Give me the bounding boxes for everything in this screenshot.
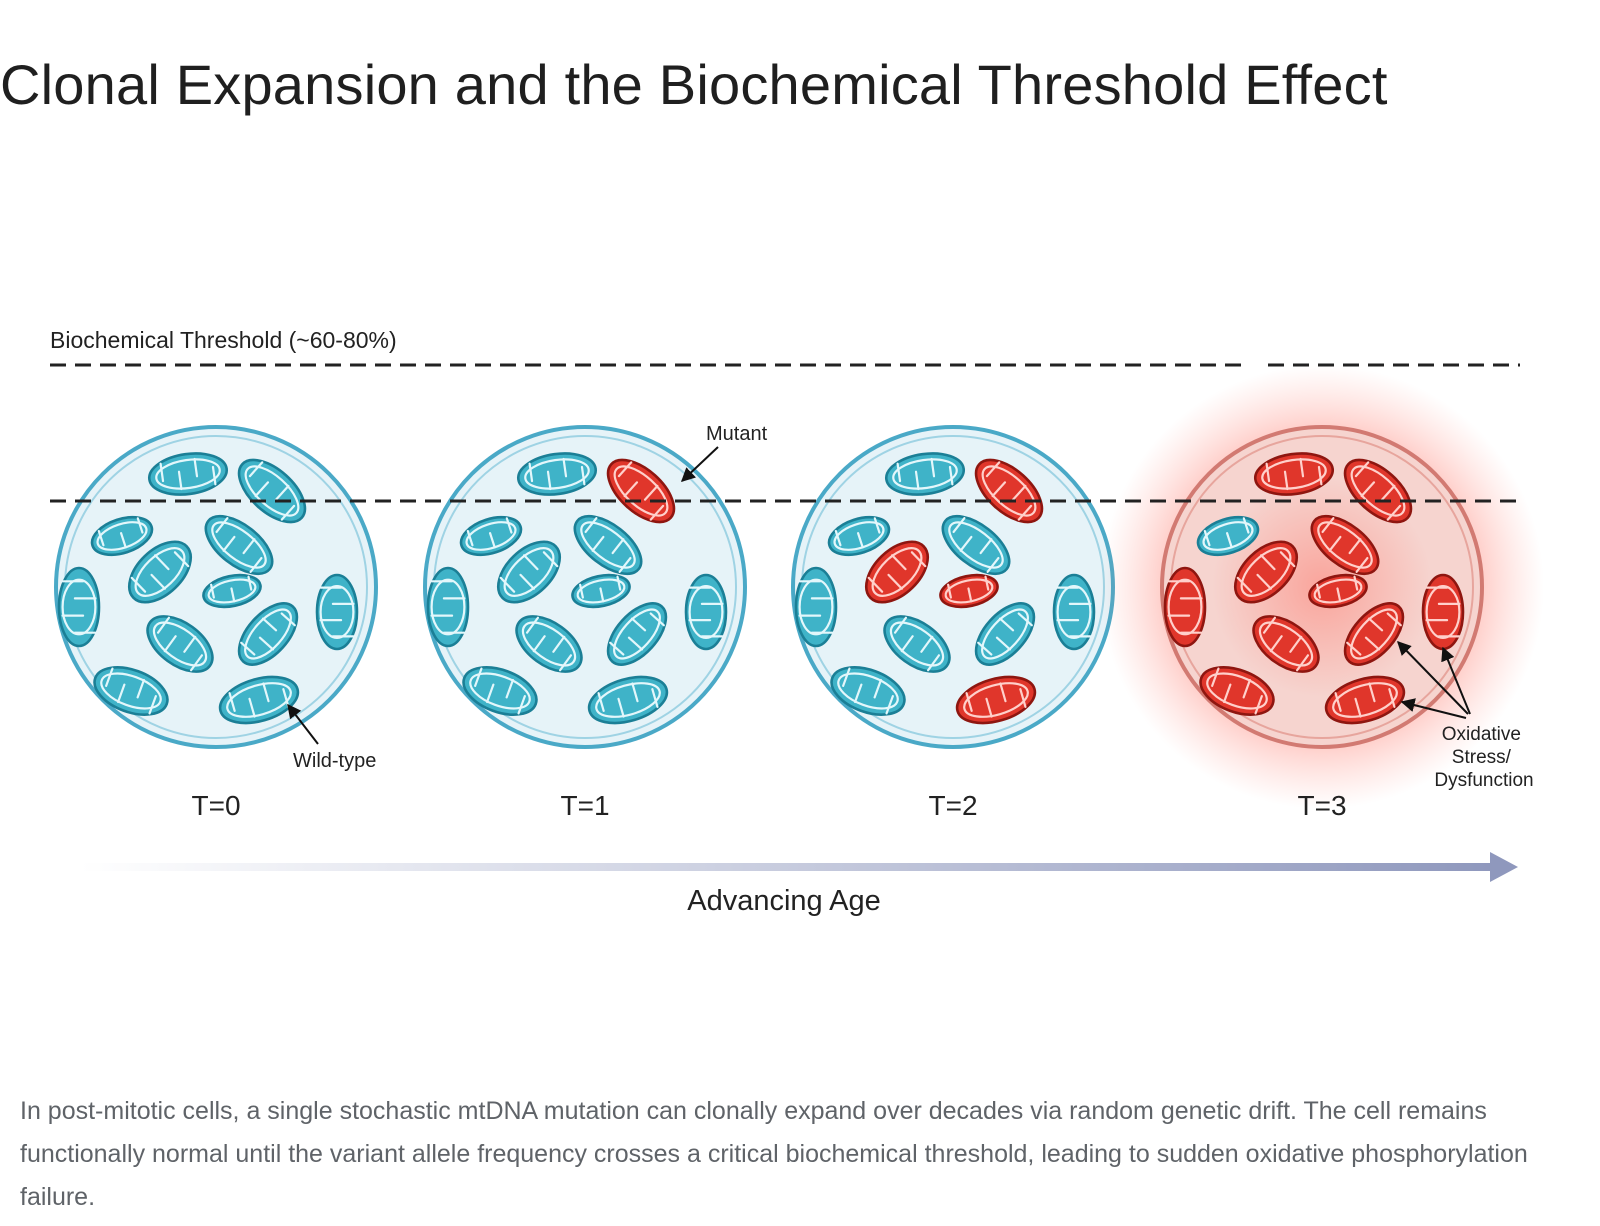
wild-type-mitochondrion bbox=[57, 566, 101, 648]
mutant-annotation: Mutant bbox=[680, 423, 768, 482]
mutant-mitochondrion bbox=[1252, 615, 1320, 673]
mutant-mitochondrion bbox=[1343, 602, 1405, 666]
wild-type-mitochondrion bbox=[884, 452, 966, 496]
wild-type-pointer-arrow bbox=[287, 703, 319, 745]
stage-label-0: T=0 bbox=[191, 790, 240, 821]
mutant-label: Mutant bbox=[706, 423, 768, 445]
wild-type-mitochondrion bbox=[315, 573, 359, 651]
diagram-canvas: Biochemical Threshold (~60-80%) T=0 T=1 T=… bbox=[50, 327, 1544, 917]
cell-stage-3: T=3 bbox=[1100, 365, 1544, 821]
mutant-mitochondrion bbox=[1253, 452, 1335, 496]
wild-type-mitochondrion bbox=[941, 514, 1011, 576]
wild-type-mitochondrion bbox=[587, 675, 669, 725]
wild-type-mitochondrion bbox=[426, 566, 470, 648]
mutant-mitochondrion bbox=[1234, 540, 1298, 604]
wild-type-mitochondrion bbox=[883, 615, 951, 673]
wild-type-mitochondrion bbox=[497, 540, 561, 604]
wild-type-mitochondrion bbox=[1196, 515, 1260, 557]
wild-type-mitochondrion bbox=[462, 666, 538, 716]
mutant-mitochondrion bbox=[939, 573, 999, 609]
wild-type-mitochondrion bbox=[147, 452, 229, 496]
oxidative-stress-line-1: Oxidative bbox=[1442, 724, 1521, 745]
threshold-label: Biochemical Threshold (~60-80%) bbox=[50, 327, 397, 353]
mutant-mitochondrion bbox=[1421, 573, 1465, 651]
wild-type-mitochondrion bbox=[459, 515, 523, 557]
oxidative-stress-line-3: Dysfunction bbox=[1434, 770, 1533, 791]
wild-type-mitochondrion bbox=[827, 515, 891, 557]
stress-arrow-1 bbox=[1397, 640, 1469, 715]
wild-type-mitochondrion bbox=[515, 615, 583, 673]
wild-type-mitochondrion bbox=[202, 573, 262, 609]
stage-label-1: T=1 bbox=[560, 790, 609, 821]
oxidative-stress-label: Oxidative Stress/ Dysfunction bbox=[1434, 724, 1533, 791]
oxidative-stress-line-2: Stress/ bbox=[1452, 747, 1512, 768]
mutant-pointer-arrow bbox=[680, 446, 719, 482]
advancing-age-label: Advancing Age bbox=[687, 885, 880, 917]
age-arrow-head bbox=[1490, 852, 1518, 882]
wild-type-mitochondrion bbox=[794, 566, 838, 648]
caption: In post-mitotic cells, a single stochast… bbox=[20, 1097, 1528, 1211]
wild-type-mitochondrion bbox=[93, 666, 169, 716]
wild-type-mitochondrion bbox=[128, 540, 192, 604]
cell-stage-2: T=2 bbox=[791, 425, 1115, 821]
wild-type-mitochondrion bbox=[606, 602, 668, 666]
mutant-mitochondrion bbox=[1308, 573, 1368, 609]
mutant-mitochondrion bbox=[1324, 675, 1406, 725]
oxidative-stress-annotation: Oxidative Stress/ Dysfunction bbox=[1397, 640, 1534, 791]
mutant-mitochondrion bbox=[1310, 514, 1380, 576]
mutant-mitochondrion bbox=[865, 540, 929, 604]
mutant-mitochondrion bbox=[1163, 566, 1207, 648]
advancing-age-axis: Advancing Age bbox=[80, 852, 1518, 917]
wild-type-mitochondrion bbox=[516, 452, 598, 496]
wild-type-mitochondrion bbox=[974, 602, 1036, 666]
wild-type-label: Wild-type bbox=[293, 750, 376, 772]
wild-type-annotation: Wild-type bbox=[287, 703, 376, 772]
wild-type-mitochondrion bbox=[237, 458, 307, 524]
mutant-mitochondrion bbox=[1343, 458, 1413, 524]
wild-type-mitochondrion bbox=[146, 615, 214, 673]
stress-arrow-3 bbox=[1400, 698, 1467, 719]
threshold-diagram: Biochemical Threshold (~60-80%) T=0 T=1 T=… bbox=[0, 300, 1600, 980]
page-title: Clonal Expansion and the Biochemical Thr… bbox=[0, 53, 1388, 116]
mutant-mitochondrion bbox=[1199, 666, 1275, 716]
wild-type-mitochondrion bbox=[90, 515, 154, 557]
cell-stage-0: T=0 bbox=[54, 425, 378, 821]
wild-type-mitochondrion bbox=[684, 573, 728, 651]
age-arrow-shaft bbox=[80, 863, 1492, 871]
wild-type-mitochondrion bbox=[571, 573, 631, 609]
stage-label-3: T=3 bbox=[1297, 790, 1346, 821]
stress-arrow-2 bbox=[1441, 646, 1471, 715]
wild-type-mitochondrion bbox=[237, 602, 299, 666]
cell-stage-1: T=1 bbox=[423, 425, 747, 821]
wild-type-mitochondrion bbox=[218, 675, 300, 725]
wild-type-mitochondrion bbox=[1052, 573, 1096, 651]
mutant-mitochondrion bbox=[974, 458, 1044, 524]
mutant-mitochondrion bbox=[955, 675, 1037, 725]
wild-type-mitochondrion bbox=[573, 514, 643, 576]
stage-label-2: T=2 bbox=[928, 790, 977, 821]
wild-type-mitochondrion bbox=[204, 514, 274, 576]
wild-type-mitochondrion bbox=[830, 666, 906, 716]
